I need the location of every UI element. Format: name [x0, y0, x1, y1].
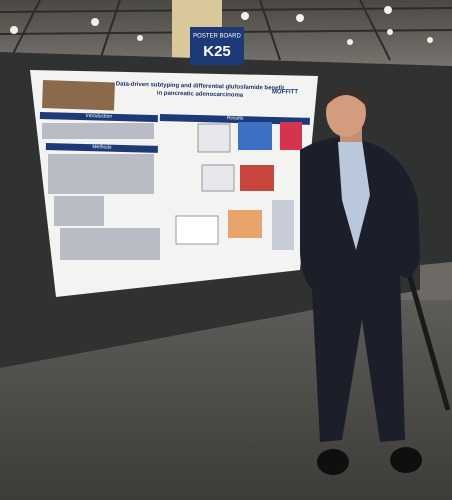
poster-body-text	[42, 123, 160, 260]
sign-number: K25	[203, 43, 231, 60]
poster-section-heading: Methods	[92, 144, 112, 151]
sign-plate	[190, 27, 244, 65]
person	[300, 88, 422, 475]
easel-leg	[405, 269, 451, 411]
poster-section-heading: Introduction	[86, 113, 112, 120]
sign-label: POSTER BOARD	[193, 34, 241, 40]
ceiling-lights	[10, 6, 433, 45]
poster-figures	[175, 122, 302, 250]
poster-photo	[42, 80, 115, 111]
poster-logo: MOFFITT	[272, 90, 298, 96]
poster-section-heading: Results	[227, 115, 244, 121]
poster-subtitle: in pancreatic adenocarcinoma	[157, 90, 244, 98]
poster-section-bars	[39, 112, 310, 153]
poster-title: Data-driven subtyping and differential g…	[116, 81, 284, 91]
